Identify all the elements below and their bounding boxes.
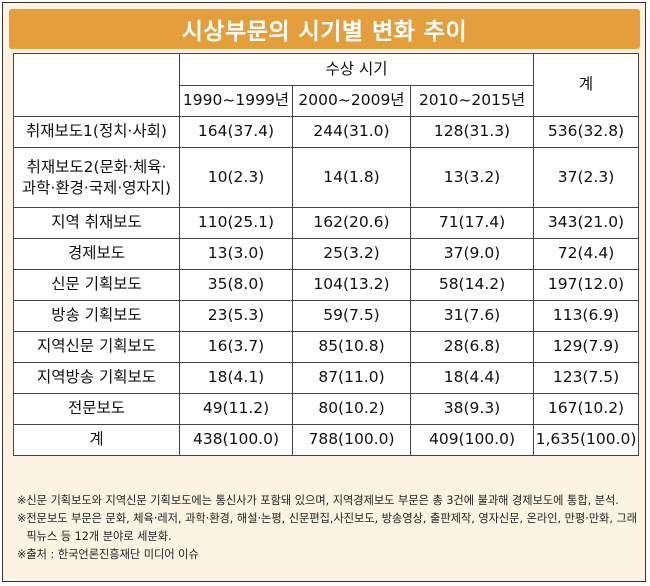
header-row-2: 1990~1999년 2000~2009년 2010~2015년 [14,85,639,117]
period-header: 1990~1999년 [179,85,293,117]
cell: 85(10.8) [292,331,411,363]
footnote-text: 출처 : 한국언론진흥재단 미디어 이슈 [26,548,199,561]
cell: 162(20.6) [292,207,411,239]
cell: 13(3.0) [179,238,293,270]
row-label-line: 과학·환경·국제·영자지) [21,178,172,197]
table-row: 경제보도 13(3.0) 25(3.2) 37(9.0) 72(4.4) [13,238,640,270]
cell: 18(4.4) [409,362,535,394]
cell: 123(7.5) [533,362,640,394]
cell: 49(11.2) [179,393,293,425]
footnotes: ※ 신문 기획보도와 지역신문 기획보도에는 통신사가 포함돼 있으며, 지역경… [17,492,639,564]
cell: 72(4.4) [533,238,640,270]
table-row: 취재보도2(문화·체육· 과학·환경·국제·영자지) 10(2.3) 14(1.… [13,147,640,208]
cell: 438(100.0) [179,424,293,456]
cell: 80(10.2) [292,393,411,425]
award-table: 수상 시기 계 1990~1999년 2000~2009년 2010~2015년… [13,53,640,456]
row-label-line: 취재보도2(문화·체육· [26,158,167,177]
row-label: 지역 취재보도 [13,207,180,239]
cell: 25(3.2) [292,238,411,270]
cell: 59(7.5) [292,300,411,332]
footnote-text: 신문 기획보도와 지역신문 기획보도에는 통신사가 포함돼 있으며, 지역경제보… [26,494,619,507]
cell: 104(13.2) [292,269,411,301]
table-row: 신문 기획보도 35(8.0) 104(13.2) 58(14.2) 197(1… [13,269,640,301]
cell: 14(1.8) [292,147,411,208]
cell: 37(2.3) [533,147,640,208]
title-bar: 시상부문의 시기별 변화 추이 [9,9,640,49]
row-label: 신문 기획보도 [13,269,180,301]
cell: 71(17.4) [409,207,535,239]
cell: 58(14.2) [409,269,535,301]
row-label: 전문보도 [13,393,180,425]
row-label: 계 [13,424,180,456]
cell: 13(3.2) [409,147,535,208]
cell: 197(12.0) [533,269,640,301]
cell: 129(7.9) [533,331,640,363]
total-row: 계 438(100.0) 788(100.0) 409(100.0) 1,635… [13,424,640,456]
cell: 113(6.9) [533,300,640,332]
footnote: ※ 출처 : 한국언론진흥재단 미디어 이슈 [17,546,639,564]
table-row: 지역신문 기획보도 16(3.7) 85(10.8) 28(6.8) 129(7… [13,331,640,363]
cell: 1,635(100.0) [533,424,640,456]
cell: 244(31.0) [292,116,411,148]
total-header: 계 [533,53,640,117]
cell: 788(100.0) [292,424,411,456]
period-header: 2000~2009년 [292,85,411,117]
group-header: 수상 시기 [178,53,535,86]
page-title: 시상부문의 시기별 변화 추이 [181,19,468,45]
cell: 10(2.3) [179,147,293,208]
cell: 18(4.1) [179,362,293,394]
cell: 167(10.2) [533,393,640,425]
cell: 164(37.4) [179,116,293,148]
footnote: ※ 전문보도 부문은 문화, 체육·레저, 과학·환경, 해설·논평, 신문편집… [17,510,639,546]
cell: 37(9.0) [409,238,535,270]
row-label: 경제보도 [13,238,180,270]
table-row: 전문보도 49(11.2) 80(10.2) 38(9.3) 167(10.2) [13,393,640,425]
cell: 38(9.3) [409,393,535,425]
table-row: 지역방송 기획보도 18(4.1) 87(11.0) 18(4.4) 123(7… [13,362,640,394]
table-row: 방송 기획보도 23(5.3) 59(7.5) 31(7.6) 113(6.9) [13,300,640,332]
cell: 23(5.3) [179,300,293,332]
cell: 31(7.6) [409,300,535,332]
cell: 28(6.8) [409,331,535,363]
footnote-mark: ※ [17,494,27,507]
cell: 35(8.0) [179,269,293,301]
cell: 16(3.7) [179,331,293,363]
cell: 343(21.0) [533,207,640,239]
table-row: 취재보도1(정치·사회) 164(37.4) 244(31.0) 128(31.… [13,116,640,148]
cell: 87(11.0) [292,362,411,394]
cell: 536(32.8) [533,116,640,148]
footnote-mark: ※ [17,548,27,561]
cell: 128(31.3) [409,116,535,148]
table-row: 지역 취재보도 110(25.1) 162(20.6) 71(17.4) 343… [13,207,640,239]
period-header: 2010~2015년 [409,85,535,117]
corner-cell [13,53,180,117]
row-label: 방송 기획보도 [13,300,180,332]
header-row-1: 수상 시기 계 [13,53,640,117]
footnote-text: 전문보도 부문은 문화, 체육·레저, 과학·환경, 해설·논평, 신문편집,사… [26,512,638,543]
row-label: 지역방송 기획보도 [13,362,180,394]
footnote: ※ 신문 기획보도와 지역신문 기획보도에는 통신사가 포함돼 있으며, 지역경… [17,492,639,510]
row-label: 지역신문 기획보도 [13,331,180,363]
row-label: 취재보도2(문화·체육· 과학·환경·국제·영자지) [13,147,180,208]
cell: 409(100.0) [409,424,535,456]
footnote-mark: ※ [17,512,27,525]
row-label: 취재보도1(정치·사회) [13,116,180,148]
cell: 110(25.1) [179,207,293,239]
